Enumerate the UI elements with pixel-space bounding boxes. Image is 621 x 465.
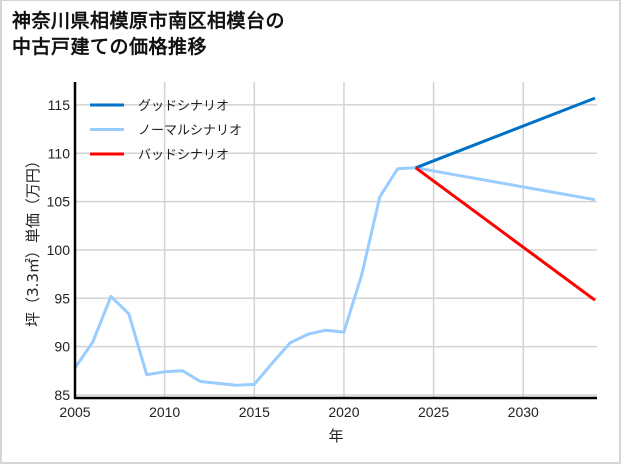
y-tick-label: 115 bbox=[48, 97, 71, 113]
y-tick-label: 90 bbox=[54, 339, 70, 355]
series-line bbox=[414, 166, 596, 302]
y-tick-label: 110 bbox=[48, 145, 71, 161]
y-axis-label: 坪（3.3㎡）単価（万円） bbox=[24, 153, 42, 327]
grid-lines bbox=[74, 82, 597, 398]
x-tick-label: 2020 bbox=[328, 404, 359, 420]
y-tick-label: 85 bbox=[54, 387, 70, 403]
series-line bbox=[415, 96, 596, 170]
legend-label: バッドシナリオ bbox=[138, 148, 229, 163]
y-tick-label: 100 bbox=[47, 242, 71, 258]
x-axis-label: 年 bbox=[328, 427, 343, 445]
title-line-2: 中古戸建ての価格推移 bbox=[12, 36, 208, 58]
tick-labels: 85 90 95 100 105 110 115 2005 2010 2015 2020 2025 20… bbox=[47, 97, 539, 420]
x-tick-label: 2005 bbox=[59, 404, 90, 420]
legend-label: ノーマルシナリオ bbox=[138, 124, 242, 139]
x-tick-label: 2010 bbox=[149, 404, 180, 420]
axes bbox=[73, 82, 597, 400]
x-tick-label: 2015 bbox=[239, 404, 270, 420]
data-series bbox=[73, 96, 596, 387]
y-tick-label: 95 bbox=[54, 290, 70, 306]
x-tick-label: 2030 bbox=[508, 404, 539, 420]
series-line bbox=[73, 166, 596, 387]
y-tick-label: 105 bbox=[47, 194, 71, 210]
legend-label: グッドシナリオ bbox=[138, 99, 229, 114]
chart-title: 神奈川県相模原市南区相模台の 中古戸建ての価格推移 bbox=[12, 8, 285, 60]
title-line-1: 神奈川県相模原市南区相模台の bbox=[12, 10, 286, 32]
x-tick-label: 2025 bbox=[418, 404, 449, 420]
